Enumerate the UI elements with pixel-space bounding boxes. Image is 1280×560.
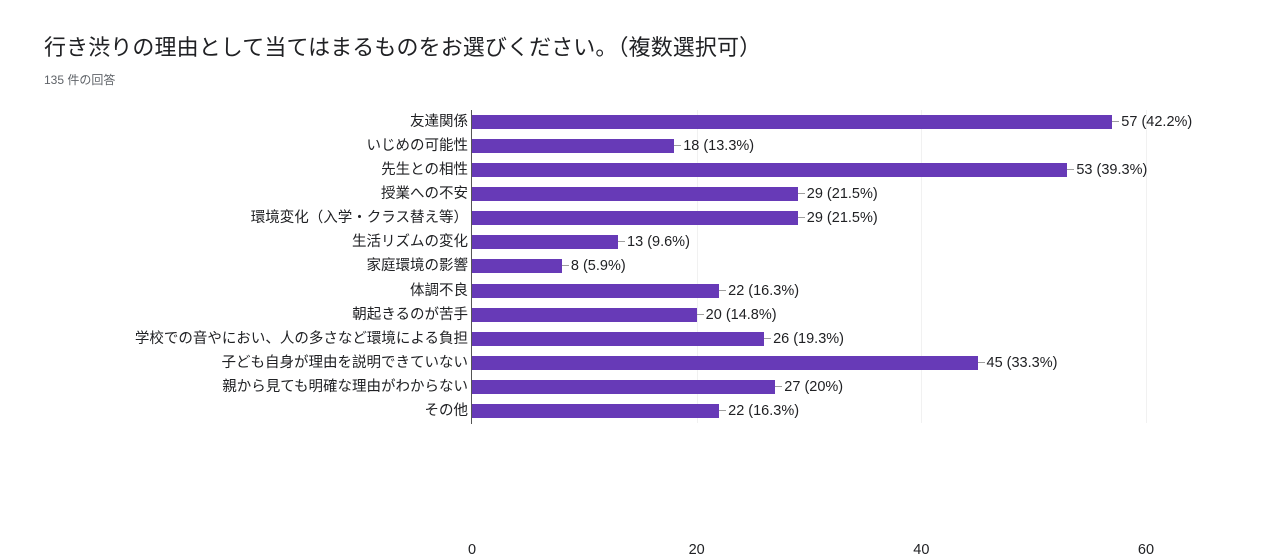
category-label-wrapper: いじめの可能性 xyxy=(28,134,469,158)
category-label-wrapper: 授業への不安 xyxy=(28,182,468,206)
bar[interactable] xyxy=(472,307,697,322)
bar-value-label: 26 (19.3%) xyxy=(773,330,844,347)
value-leader-line xyxy=(977,361,985,363)
bar[interactable] xyxy=(472,355,978,370)
category-label-wrapper: 親から見ても明確な理由がわからない xyxy=(28,375,468,399)
bar[interactable] xyxy=(472,187,798,202)
category-label: 朝起きるのが苦手 xyxy=(352,306,468,323)
bar[interactable] xyxy=(472,163,1068,178)
plot-area: 0 20 40 60 友達関係 57 (42.2%) いじめの可能性 18 (13.3%) 先生… xyxy=(135,110,1192,558)
bar-row[interactable]: 学校での音やにおい、人の多さなど環境による負担 26 (19.3%) xyxy=(135,327,1280,351)
category-label: その他 xyxy=(424,402,469,419)
gridline xyxy=(696,110,698,423)
category-label: 親から見ても明確な理由がわからない xyxy=(222,378,468,395)
value-leader-line xyxy=(561,265,569,267)
category-label-wrapper: 先生との相性 xyxy=(28,158,468,182)
category-label-wrapper: 朝起きるのが苦手 xyxy=(28,303,468,327)
bar[interactable] xyxy=(472,403,720,418)
bar-row[interactable]: 子ども自身が理由を説明できていない 45 (33.3%) xyxy=(222,351,1280,375)
bar[interactable] xyxy=(472,211,798,226)
bar-chart-plot: 0 20 40 60 友達関係 57 (42.2%) いじめの可能性 18 (13.3%) 先生… xyxy=(135,110,1192,558)
bar-row[interactable]: 友達関係 57 (42.2%) xyxy=(410,110,1280,134)
value-leader-line xyxy=(797,217,805,219)
bar-value-label: 29 (21.5%) xyxy=(806,186,878,203)
category-label-wrapper: 体調不良 xyxy=(28,279,468,303)
category-label: 環境変化（入学・クラス替え等） xyxy=(250,210,468,227)
category-label: 体調不良 xyxy=(410,282,468,299)
bar-value-label: 8 (5.9%) xyxy=(570,258,626,275)
category-label: 授業への不安 xyxy=(381,186,468,203)
bar-row[interactable]: 体調不良 22 (16.3%) xyxy=(410,279,1280,303)
category-label-wrapper: 環境変化（入学・クラス替え等） xyxy=(28,206,468,230)
gridline xyxy=(921,110,923,423)
bar-value-label: 45 (33.3%) xyxy=(986,354,1058,371)
chart-card: 行き渋りの理由として当てはまるものをお選びください。（複数選択可） 135 件の… xyxy=(44,35,1193,558)
bar-row[interactable]: いじめの可能性 18 (13.3%) xyxy=(367,134,1280,158)
category-label-wrapper: その他 xyxy=(28,399,469,423)
bar-value-label: 13 (9.6%) xyxy=(627,234,690,251)
x-axis-tick-label: 0 xyxy=(467,542,477,558)
category-label: 生活リズムの変化 xyxy=(352,234,468,251)
category-label: 先生との相性 xyxy=(381,162,468,179)
bar-value-label: 18 (13.3%) xyxy=(683,138,755,155)
bar-value-label: 29 (21.5%) xyxy=(806,210,878,227)
value-leader-line xyxy=(719,289,727,291)
y-axis-line xyxy=(471,110,472,424)
bar-row[interactable]: 生活リズムの変化 13 (9.6%) xyxy=(352,230,1280,254)
category-label-wrapper: 家庭環境の影響 xyxy=(28,254,469,278)
gridline xyxy=(1146,110,1147,423)
category-label: 友達関係 xyxy=(410,114,468,130)
category-label: いじめの可能性 xyxy=(366,138,469,155)
x-axis-tick-label: 60 xyxy=(1137,542,1155,558)
bar-row[interactable]: その他 22 (16.3%) xyxy=(425,399,1280,423)
value-leader-line xyxy=(719,409,727,411)
chart-title: 行き渋りの理由として当てはまるものをお選びください。（複数選択可） xyxy=(44,35,762,60)
bar[interactable] xyxy=(472,283,720,298)
value-leader-line xyxy=(764,337,772,339)
bar-row[interactable]: 環境変化（入学・クラス替え等） 29 (21.5%) xyxy=(251,206,1280,230)
bar-value-label: 22 (16.3%) xyxy=(728,282,800,299)
bar-row[interactable]: 家庭環境の影響 8 (5.9%) xyxy=(367,254,1280,278)
value-leader-line xyxy=(1112,121,1120,122)
value-leader-line xyxy=(797,193,805,195)
response-count-subtitle: 135 件の回答 xyxy=(44,73,116,87)
x-axis-tick-label: 20 xyxy=(688,542,705,558)
bar-row[interactable]: 先生との相性 53 (39.3%) xyxy=(381,158,1280,182)
bar[interactable] xyxy=(472,331,765,346)
bar[interactable] xyxy=(472,235,619,250)
category-label-wrapper: 子ども自身が理由を説明できていない xyxy=(28,351,469,375)
bar-value-label: 27 (20%) xyxy=(784,378,844,395)
bar-value-label: 22 (16.3%) xyxy=(728,402,800,419)
bar[interactable] xyxy=(472,379,776,394)
category-label: 家庭環境の影響 xyxy=(366,258,469,275)
bar[interactable] xyxy=(472,139,675,154)
bar[interactable] xyxy=(472,115,1113,129)
category-label-wrapper: 学校での音やにおい、人の多さなど環境による負担 xyxy=(28,327,468,351)
value-leader-line xyxy=(1067,169,1075,171)
bar-value-label: 53 (39.3%) xyxy=(1076,162,1148,179)
value-leader-line xyxy=(618,241,626,243)
bar[interactable] xyxy=(472,259,562,274)
category-label: 学校での音やにおい、人の多さなど環境による負担 xyxy=(134,330,468,347)
bar-row[interactable]: 授業への不安 29 (21.5%) xyxy=(381,182,1280,206)
bar-value-label: 20 (14.8%) xyxy=(705,306,777,323)
category-label-wrapper: 友達関係 xyxy=(28,110,468,134)
value-leader-line xyxy=(696,313,704,315)
bar-row[interactable]: 朝起きるのが苦手 20 (14.8%) xyxy=(352,303,1280,327)
category-label: 子ども自身が理由を説明できていない xyxy=(221,354,469,371)
bar-row[interactable]: 親から見ても明確な理由がわからない 27 (20%) xyxy=(222,375,1280,399)
x-axis-tick-label: 40 xyxy=(913,542,930,558)
value-leader-line xyxy=(674,145,682,147)
value-leader-line xyxy=(775,385,783,387)
category-label-wrapper: 生活リズムの変化 xyxy=(28,230,468,254)
bar-value-label: 57 (42.2%) xyxy=(1121,114,1193,130)
